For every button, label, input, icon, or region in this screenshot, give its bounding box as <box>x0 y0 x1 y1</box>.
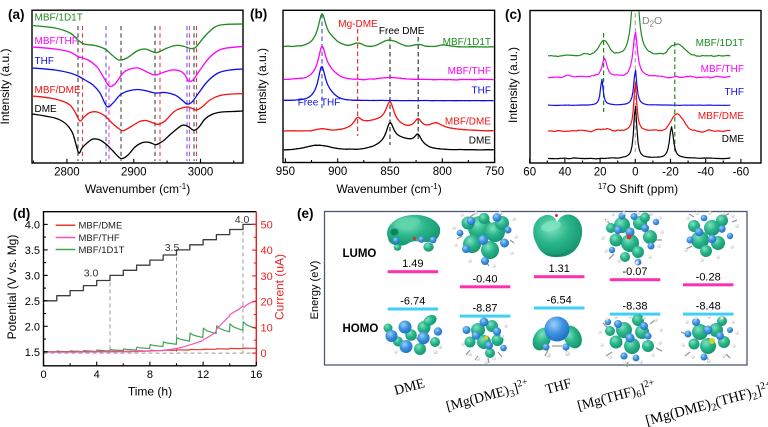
svg-text:(e): (e) <box>297 206 314 221</box>
svg-text:[Mg(THF)6]2+: [Mg(THF)6]2+ <box>575 377 658 416</box>
svg-text:THF: THF <box>472 86 491 97</box>
svg-text:20: 20 <box>261 297 273 309</box>
svg-text:0: 0 <box>632 167 638 179</box>
svg-text:30: 30 <box>261 271 273 283</box>
svg-text:900: 900 <box>328 166 347 178</box>
svg-text:950: 950 <box>276 166 295 178</box>
svg-text:Potential (V vs. Mg): Potential (V vs. Mg) <box>5 235 19 340</box>
svg-text:-8.38: -8.38 <box>622 301 647 313</box>
svg-text:THF: THF <box>544 376 574 397</box>
svg-text:Energy (eV): Energy (eV) <box>309 261 321 320</box>
svg-text:850: 850 <box>380 166 399 178</box>
svg-text:(d): (d) <box>13 206 30 221</box>
svg-text:3.0: 3.0 <box>25 270 40 282</box>
svg-text:0: 0 <box>40 369 46 381</box>
svg-text:-8.87: -8.87 <box>472 303 497 315</box>
svg-text:12: 12 <box>197 369 209 381</box>
svg-text:(c): (c) <box>505 7 522 22</box>
svg-text:40: 40 <box>559 167 572 179</box>
svg-text:MBF/DME: MBF/DME <box>79 221 123 232</box>
svg-text:(a): (a) <box>8 7 25 22</box>
svg-text:THF: THF <box>35 56 54 67</box>
svg-text:4: 4 <box>94 369 100 381</box>
svg-text:Intensity (a.u.): Intensity (a.u.) <box>0 48 12 124</box>
svg-text:[Mg(DME)2(THF)2]2+: [Mg(DME)2(THF)2]2+ <box>644 379 768 427</box>
svg-text:DME: DME <box>722 134 745 145</box>
svg-text:1.49: 1.49 <box>402 258 423 270</box>
svg-text:MBF/1D1T: MBF/1D1T <box>443 37 491 48</box>
svg-text:2.5: 2.5 <box>25 296 40 308</box>
svg-text:50: 50 <box>261 219 273 231</box>
svg-text:20: 20 <box>594 167 607 179</box>
svg-text:16: 16 <box>250 369 262 381</box>
svg-text:MBF/1D1T: MBF/1D1T <box>79 245 125 256</box>
svg-text:MBF/DME: MBF/DME <box>35 85 81 96</box>
svg-text:MBF/DME: MBF/DME <box>698 111 744 122</box>
svg-text:DME: DME <box>469 136 492 147</box>
svg-text:MBF/1D1T: MBF/1D1T <box>696 38 744 49</box>
svg-text:[Mg(DME)3]2+: [Mg(DME)3]2+ <box>444 376 531 416</box>
svg-text:Free DME: Free DME <box>379 26 425 37</box>
svg-text:1.31: 1.31 <box>548 263 569 275</box>
svg-text:8: 8 <box>147 369 153 381</box>
svg-text:2900: 2900 <box>121 167 147 179</box>
svg-text:Time (h): Time (h) <box>128 384 172 398</box>
svg-text:Intensity (a.u.): Intensity (a.u.) <box>255 48 269 124</box>
svg-text:Mg-DME: Mg-DME <box>338 19 378 30</box>
svg-text:-8.48: -8.48 <box>696 301 721 313</box>
svg-text:-6.74: -6.74 <box>400 296 425 308</box>
svg-text:DME: DME <box>393 376 427 399</box>
svg-text:-40: -40 <box>697 167 714 179</box>
svg-text:1.5: 1.5 <box>25 347 40 359</box>
svg-text:-0.07: -0.07 <box>622 266 647 278</box>
svg-text:3000: 3000 <box>188 167 214 179</box>
svg-text:4.0: 4.0 <box>25 219 40 231</box>
svg-text:4.0: 4.0 <box>235 214 250 226</box>
svg-text:10: 10 <box>261 322 273 334</box>
svg-text:Wavenumber (cm-1): Wavenumber (cm-1) <box>336 182 441 196</box>
svg-text:750: 750 <box>485 166 504 178</box>
svg-text:MBF/THF: MBF/THF <box>701 64 744 75</box>
svg-text:D2O: D2O <box>642 15 662 29</box>
svg-text:800: 800 <box>433 166 452 178</box>
svg-text:-6.54: -6.54 <box>547 295 572 307</box>
svg-text:LUMO: LUMO <box>343 248 377 260</box>
svg-text:17O Shift (ppm): 17O Shift (ppm) <box>598 182 678 196</box>
svg-text:Free THF: Free THF <box>298 98 341 109</box>
svg-text:60: 60 <box>523 167 536 179</box>
svg-text:-60: -60 <box>733 167 750 179</box>
svg-text:DME: DME <box>35 104 58 115</box>
svg-text:(b): (b) <box>250 7 267 22</box>
svg-text:Wavenumber (cm-1): Wavenumber (cm-1) <box>85 182 190 196</box>
svg-text:3.5: 3.5 <box>165 242 180 254</box>
svg-text:-0.28: -0.28 <box>696 271 721 283</box>
svg-text:0: 0 <box>261 348 267 360</box>
svg-text:2.0: 2.0 <box>25 321 40 333</box>
svg-text:2800: 2800 <box>54 167 80 179</box>
svg-text:3.0: 3.0 <box>84 268 99 280</box>
svg-text:HOMO: HOMO <box>343 323 379 335</box>
svg-text:-20: -20 <box>662 167 679 179</box>
svg-text:MBF/1D1T: MBF/1D1T <box>35 13 83 24</box>
svg-text:MBF/THF: MBF/THF <box>448 66 491 77</box>
svg-text:Current (uA): Current (uA) <box>273 254 287 320</box>
svg-text:THF: THF <box>725 87 744 98</box>
svg-text:MBF/THF: MBF/THF <box>79 233 120 244</box>
svg-text:3.5: 3.5 <box>25 245 40 257</box>
svg-text:-0.40: -0.40 <box>472 273 497 285</box>
svg-text:40: 40 <box>261 245 273 257</box>
svg-text:Intensity (a.u.): Intensity (a.u.) <box>506 47 520 123</box>
svg-text:MBF/THF: MBF/THF <box>35 36 78 47</box>
svg-text:MBF/DME: MBF/DME <box>445 117 491 128</box>
